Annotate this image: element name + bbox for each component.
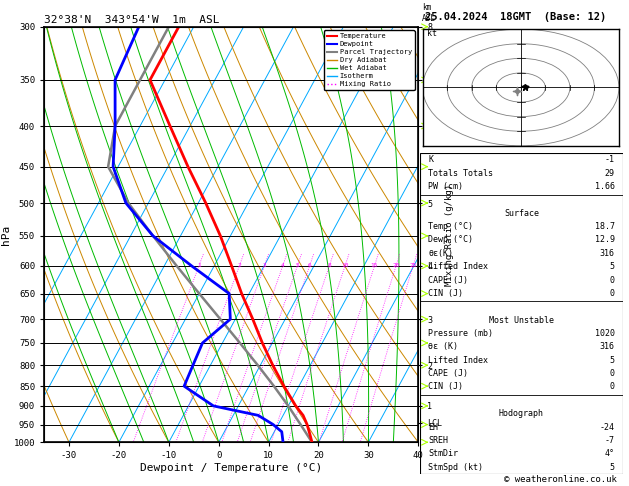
Text: 15: 15	[370, 263, 378, 268]
Text: -24: -24	[599, 422, 615, 432]
Text: 316: 316	[599, 342, 615, 351]
Text: CAPE (J): CAPE (J)	[428, 276, 468, 285]
Text: PW (cm): PW (cm)	[428, 182, 464, 191]
Y-axis label: hPa: hPa	[1, 225, 11, 244]
Text: 18.7: 18.7	[594, 222, 615, 231]
Text: SREH: SREH	[428, 436, 448, 445]
Text: Most Unstable: Most Unstable	[489, 315, 554, 325]
Text: 5: 5	[610, 262, 615, 271]
Text: 1: 1	[197, 263, 201, 268]
Text: CIN (J): CIN (J)	[428, 382, 464, 392]
Text: K: K	[428, 155, 433, 164]
Legend: Temperature, Dewpoint, Parcel Trajectory, Dry Adiabat, Wet Adiabat, Isotherm, Mi: Temperature, Dewpoint, Parcel Trajectory…	[324, 30, 415, 90]
Text: 0: 0	[610, 369, 615, 378]
Text: Lifted Index: Lifted Index	[428, 262, 488, 271]
Text: 5: 5	[296, 263, 299, 268]
Text: 316: 316	[599, 249, 615, 258]
Text: 4°: 4°	[604, 449, 615, 458]
Text: 5: 5	[610, 463, 615, 472]
Text: 0: 0	[610, 276, 615, 285]
Text: 6: 6	[308, 263, 311, 268]
Text: 5: 5	[610, 356, 615, 365]
Text: 25: 25	[409, 263, 417, 268]
Text: Hodograph: Hodograph	[499, 409, 544, 418]
Text: Totals Totals: Totals Totals	[428, 169, 493, 178]
Text: 20: 20	[392, 263, 400, 268]
Text: kt: kt	[427, 30, 437, 38]
Text: 29: 29	[604, 169, 615, 178]
Text: 8: 8	[328, 263, 331, 268]
Text: StmSpd (kt): StmSpd (kt)	[428, 463, 483, 472]
Text: θε (K): θε (K)	[428, 342, 459, 351]
Text: 1.66: 1.66	[594, 182, 615, 191]
Y-axis label: Mixing Ratio (g/kg): Mixing Ratio (g/kg)	[445, 183, 454, 286]
Text: Surface: Surface	[504, 208, 539, 218]
Text: 0: 0	[610, 382, 615, 392]
Text: Pressure (mb): Pressure (mb)	[428, 329, 493, 338]
Text: CIN (J): CIN (J)	[428, 289, 464, 298]
Text: 2: 2	[238, 263, 241, 268]
Text: EH: EH	[428, 422, 438, 432]
Text: 10: 10	[342, 263, 348, 268]
Text: -7: -7	[604, 436, 615, 445]
Text: -1: -1	[604, 155, 615, 164]
Text: 0: 0	[610, 289, 615, 298]
X-axis label: Dewpoint / Temperature (°C): Dewpoint / Temperature (°C)	[140, 463, 322, 473]
Text: StmDir: StmDir	[428, 449, 459, 458]
Text: km
ASL: km ASL	[422, 3, 436, 22]
Text: © weatheronline.co.uk: © weatheronline.co.uk	[504, 474, 616, 484]
Text: 4: 4	[281, 263, 284, 268]
Text: CAPE (J): CAPE (J)	[428, 369, 468, 378]
Text: 1020: 1020	[594, 329, 615, 338]
Text: 12.9: 12.9	[594, 235, 615, 244]
Text: Dewp (°C): Dewp (°C)	[428, 235, 473, 244]
Text: 3: 3	[262, 263, 266, 268]
Text: 25.04.2024  18GMT  (Base: 12): 25.04.2024 18GMT (Base: 12)	[425, 12, 606, 22]
Text: θε(K): θε(K)	[428, 249, 454, 258]
Text: Lifted Index: Lifted Index	[428, 356, 488, 365]
Text: 32°38'N  343°54'W  1m  ASL: 32°38'N 343°54'W 1m ASL	[44, 15, 220, 25]
Text: Temp (°C): Temp (°C)	[428, 222, 473, 231]
